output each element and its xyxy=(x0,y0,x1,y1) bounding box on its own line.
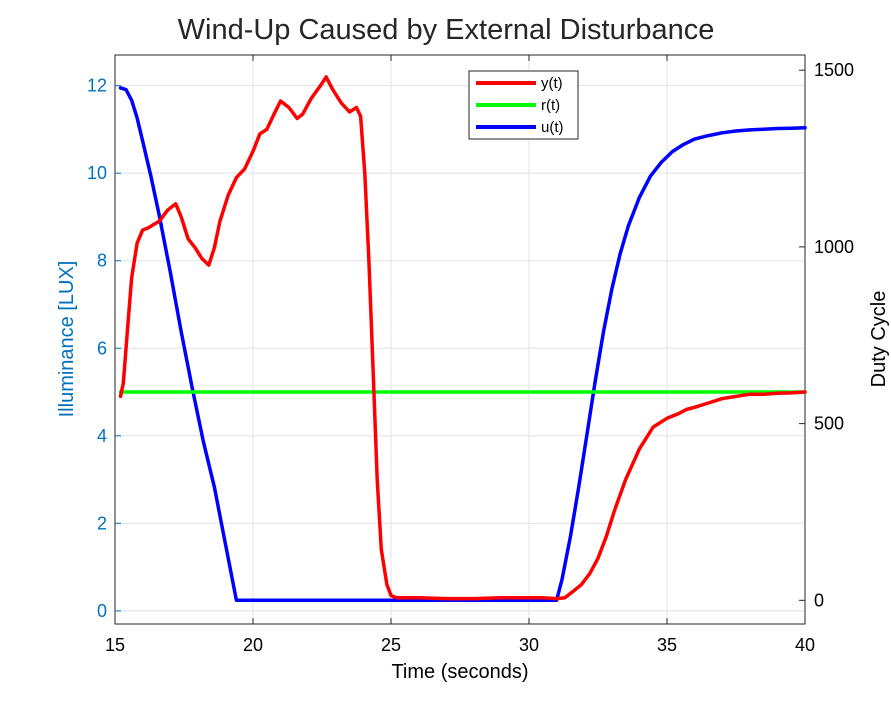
left-y-tick-label: 2 xyxy=(97,513,107,533)
x-tick-label: 15 xyxy=(105,635,125,655)
legend: y(t) r(t) u(t) xyxy=(468,70,579,140)
left-y-axis-label: Illuminance [LUX] xyxy=(56,261,78,418)
x-tick-label: 30 xyxy=(519,635,539,655)
x-axis-ticks: 15 20 25 30 35 40 xyxy=(105,55,815,655)
series-line-y xyxy=(118,75,807,601)
right-y-axis-ticks: 0 500 1000 1500 xyxy=(799,60,854,610)
right-y-tick-label: 500 xyxy=(814,414,844,434)
left-y-tick-label: 12 xyxy=(87,76,107,96)
chart-title: Wind-Up Caused by External Disturbance xyxy=(178,14,715,46)
left-y-tick-label: 0 xyxy=(97,601,107,621)
x-tick-label: 20 xyxy=(243,635,263,655)
legend-label-r: r(t) xyxy=(541,97,560,114)
left-y-tick-label: 6 xyxy=(97,338,107,358)
x-tick-label: 35 xyxy=(657,635,677,655)
legend-label-y: y(t) xyxy=(541,75,563,92)
x-tick-label: 25 xyxy=(381,635,401,655)
right-y-axis-label: Duty Cycle xyxy=(868,291,890,388)
left-y-tick-label: 10 xyxy=(87,163,107,183)
right-y-tick-label: 0 xyxy=(814,590,824,610)
left-y-tick-label: 8 xyxy=(97,251,107,271)
series-line-u xyxy=(118,86,807,603)
legend-label-u: u(t) xyxy=(541,119,564,136)
x-axis-label: Time (seconds) xyxy=(391,661,528,683)
right-y-tick-label: 1000 xyxy=(814,237,854,257)
grid-lines xyxy=(114,55,806,624)
left-y-axis-ticks: 0 2 4 6 8 10 12 xyxy=(87,76,121,621)
left-y-tick-label: 4 xyxy=(97,426,107,446)
right-y-tick-label: 1500 xyxy=(814,60,854,80)
series-layer xyxy=(118,75,807,603)
x-tick-label: 40 xyxy=(795,635,815,655)
plot-frame xyxy=(114,54,806,625)
